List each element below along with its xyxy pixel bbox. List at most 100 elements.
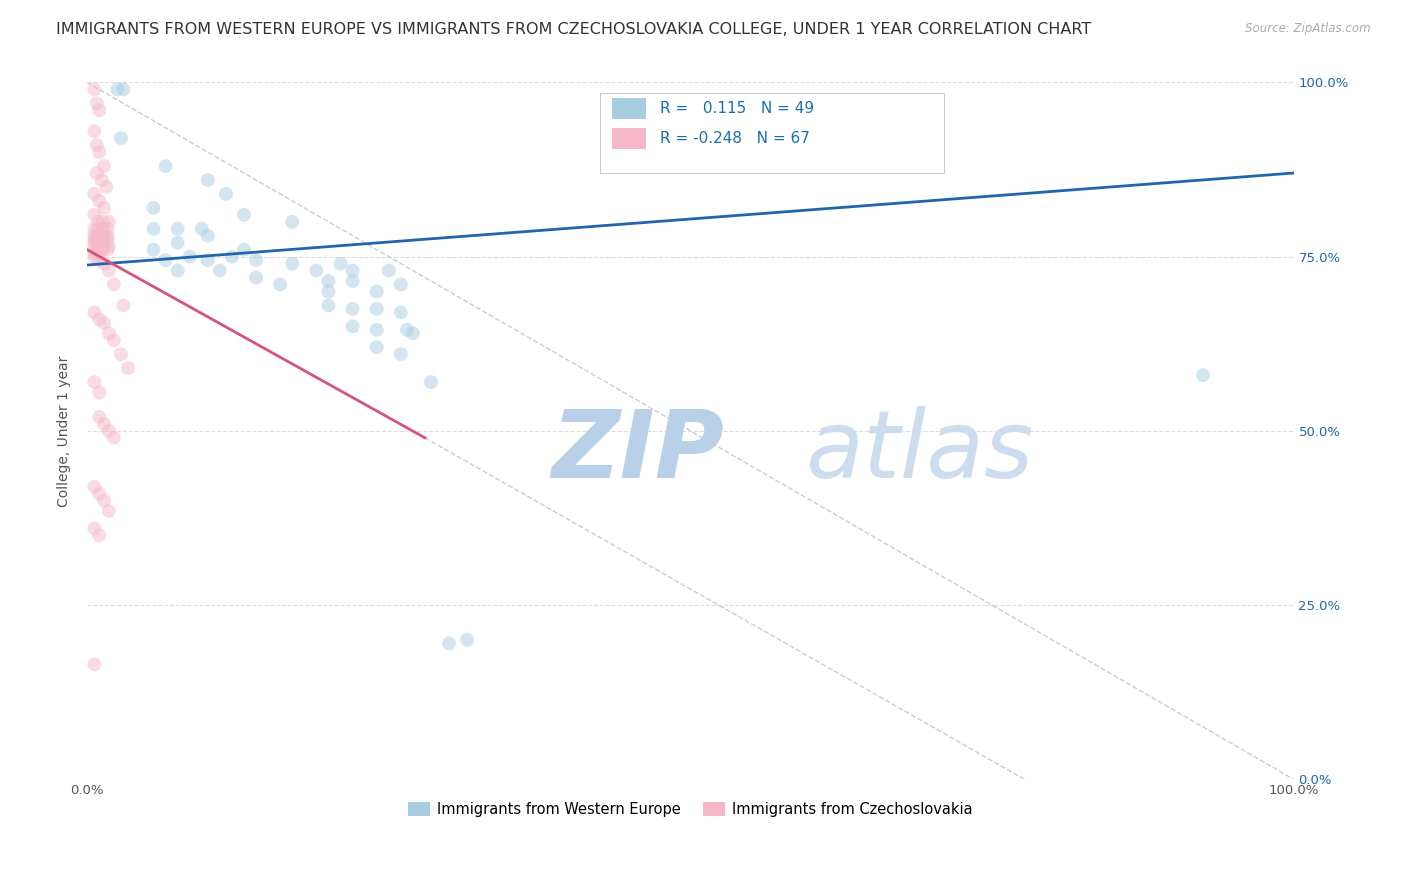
- Point: [83, 221, 105, 235]
- Point: [117, 361, 139, 376]
- Point: [96, 180, 118, 194]
- Point: [166, 235, 188, 250]
- Point: [112, 82, 135, 96]
- Point: [97, 326, 120, 341]
- Point: [83, 82, 105, 96]
- Point: [155, 159, 177, 173]
- Point: [233, 208, 256, 222]
- Point: [166, 221, 188, 235]
- Point: [93, 257, 115, 271]
- Point: [318, 298, 340, 312]
- Point: [342, 274, 364, 288]
- Point: [89, 103, 111, 118]
- Legend: Immigrants from Western Europe, Immigrants from Czechoslovakia: Immigrants from Western Europe, Immigran…: [401, 795, 980, 824]
- Point: [87, 243, 110, 257]
- Point: [91, 243, 114, 257]
- Point: [103, 333, 125, 347]
- Point: [91, 228, 114, 243]
- Point: [281, 215, 304, 229]
- Point: [87, 215, 110, 229]
- Point: [83, 228, 105, 243]
- Point: [197, 253, 219, 268]
- Point: [91, 215, 114, 229]
- Point: [342, 301, 364, 316]
- Point: [142, 201, 165, 215]
- Point: [269, 277, 291, 292]
- Point: [87, 232, 110, 246]
- Point: [389, 305, 412, 319]
- Point: [329, 257, 352, 271]
- Point: [89, 528, 111, 542]
- Point: [93, 417, 115, 431]
- Point: [456, 632, 478, 647]
- Point: [208, 263, 231, 277]
- Point: [90, 173, 112, 187]
- Point: [191, 221, 214, 235]
- FancyBboxPatch shape: [612, 98, 645, 120]
- Point: [93, 493, 115, 508]
- Text: R = -0.248   N = 67: R = -0.248 N = 67: [661, 131, 810, 145]
- Text: atlas: atlas: [806, 406, 1033, 497]
- Point: [366, 323, 388, 337]
- Point: [83, 235, 105, 250]
- Point: [245, 253, 267, 268]
- Point: [87, 228, 110, 243]
- Point: [318, 274, 340, 288]
- Text: R =   0.115   N = 49: R = 0.115 N = 49: [661, 102, 814, 117]
- Point: [89, 312, 111, 326]
- FancyBboxPatch shape: [600, 93, 943, 173]
- Point: [842, 96, 865, 111]
- Point: [93, 159, 115, 173]
- Point: [221, 250, 243, 264]
- Text: ZIP: ZIP: [551, 406, 724, 498]
- Point: [437, 636, 460, 650]
- Point: [97, 504, 120, 518]
- Point: [91, 221, 114, 235]
- Point: [97, 239, 120, 253]
- Y-axis label: College, Under 1 year: College, Under 1 year: [58, 355, 72, 507]
- Point: [342, 263, 364, 277]
- Point: [83, 246, 105, 260]
- Point: [83, 375, 105, 389]
- Point: [89, 194, 111, 208]
- Point: [91, 232, 114, 246]
- Point: [245, 270, 267, 285]
- Point: [97, 424, 120, 438]
- Point: [1192, 368, 1215, 383]
- Point: [83, 239, 105, 253]
- Point: [103, 431, 125, 445]
- Point: [103, 277, 125, 292]
- Text: IMMIGRANTS FROM WESTERN EUROPE VS IMMIGRANTS FROM CZECHOSLOVAKIA COLLEGE, UNDER : IMMIGRANTS FROM WESTERN EUROPE VS IMMIGR…: [56, 22, 1091, 37]
- Point: [87, 221, 110, 235]
- Point: [342, 319, 364, 334]
- Point: [166, 263, 188, 277]
- Point: [281, 257, 304, 271]
- Point: [420, 375, 443, 389]
- Point: [83, 521, 105, 535]
- Point: [142, 243, 165, 257]
- Point: [86, 166, 108, 180]
- Point: [83, 186, 105, 201]
- Point: [83, 657, 105, 672]
- Point: [197, 228, 219, 243]
- Point: [215, 186, 238, 201]
- Point: [91, 235, 114, 250]
- Point: [305, 263, 328, 277]
- Point: [97, 243, 120, 257]
- Point: [89, 246, 111, 260]
- Point: [378, 263, 401, 277]
- Point: [105, 82, 128, 96]
- Point: [93, 316, 115, 330]
- Point: [97, 215, 120, 229]
- Point: [389, 347, 412, 361]
- Point: [395, 323, 418, 337]
- Point: [93, 201, 115, 215]
- Point: [402, 326, 425, 341]
- Point: [83, 208, 105, 222]
- Point: [89, 253, 111, 268]
- Point: [97, 263, 120, 277]
- Point: [83, 124, 105, 138]
- Point: [155, 253, 177, 268]
- FancyBboxPatch shape: [612, 128, 645, 149]
- Point: [87, 235, 110, 250]
